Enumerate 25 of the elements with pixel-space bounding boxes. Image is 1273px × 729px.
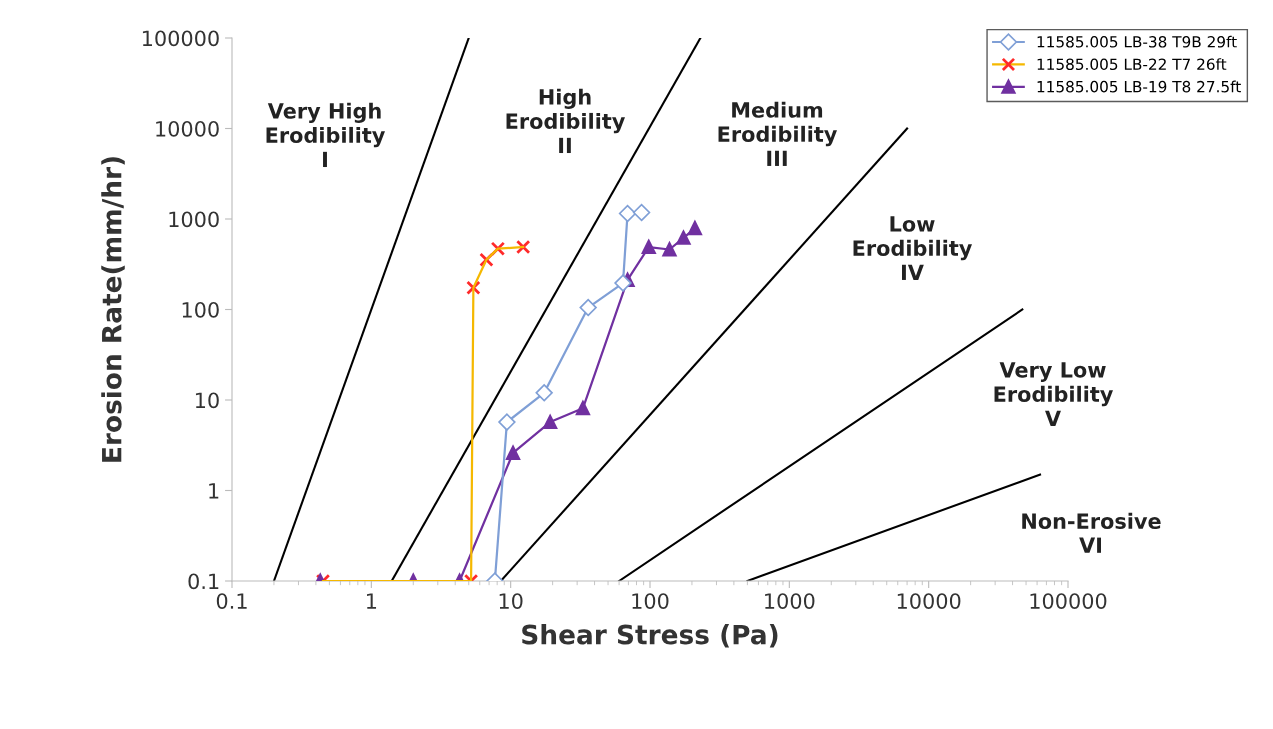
y-tick-label: 1000 [169,211,219,228]
annotation: Non-Erosive VI [1022,512,1161,553]
y-tick-label: 0.1 [188,573,219,590]
legend-label: 11585.005 LB-38 T9B 29ft [1037,35,1237,48]
legend-label: 11585.005 LB-22 T7 26ft [1037,58,1227,70]
annotation: Low Erodibility IV [853,216,972,280]
y-tick-label: 100000 [142,30,219,47]
x-tick-label: 1000 [765,593,815,609]
x-tick-label: 10000 [897,593,961,609]
y-tick-label: 10 [195,392,219,409]
annotation: High Erodibility II [506,88,625,154]
x-tick-label: 100 [632,593,669,609]
x-axis-title: Shear Stress (Pa) [522,624,778,648]
x-tick-label: 0.1 [216,593,247,609]
y-axis-title: Erosion Rate(mm/hr) [101,157,125,462]
x-tick-label: 100000 [1030,593,1107,609]
annotation: Very Low Erodibility V [994,362,1113,426]
annotation: Very High Erodibility I [266,102,385,168]
annotation: Medium Erodibility III [718,101,837,166]
x-tick-label: 1 [366,593,377,609]
legend-label: 11585.005 LB-19 T8 27.5ft [1037,80,1241,93]
x-tick-label: 10 [499,593,523,609]
y-tick-label: 100 [182,301,219,318]
y-tick-label: 1 [209,483,219,499]
y-tick-label: 10000 [156,120,219,137]
